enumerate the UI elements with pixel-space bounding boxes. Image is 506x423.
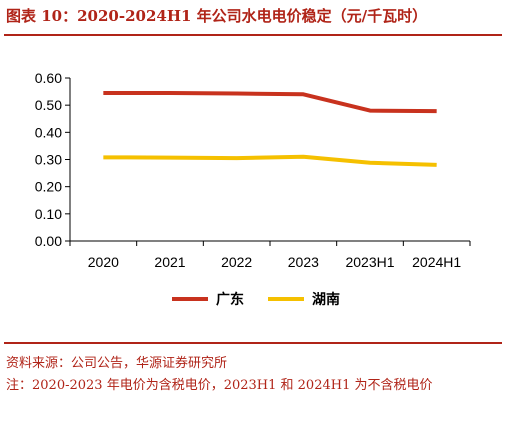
footer-rule (4, 342, 502, 344)
y-tick-label: 0.10 (35, 206, 62, 222)
legend-label: 湖南 (312, 291, 340, 308)
y-tick-label: 0.60 (35, 70, 62, 86)
y-tick-label: 0.20 (35, 179, 62, 195)
y-tick-label: 0.30 (35, 152, 62, 168)
series-line-2 (103, 154, 437, 167)
footnote: 注：2020-2023 年电价为含税电价，2023H1 和 2024H1 为不含… (6, 378, 433, 393)
y-tick-label: 0.40 (35, 124, 62, 140)
line-chart: 0.00 0.10 0.20 0.30 0.40 0.50 0.60 2020 2021 202… (35, 70, 471, 308)
x-tick-label: 2023 (288, 254, 319, 270)
series-line-1 (103, 90, 437, 114)
y-tick-label: 0.00 (35, 233, 62, 249)
x-tick-label: 2024H1 (412, 254, 461, 270)
x-tick-label: 2020 (88, 254, 119, 270)
chart-title: 图表 10：2020-2024H1 年公司水电电价稳定（元/千瓦时） (6, 7, 428, 25)
title-rule (4, 34, 502, 36)
legend-label: 广东 (216, 291, 244, 308)
x-tick-label: 2022 (221, 254, 252, 270)
x-tick-label: 2021 (154, 254, 185, 270)
x-tick-label: 2023H1 (345, 254, 394, 270)
source-note: 资料来源：公司公告，华源证券研究所 (6, 356, 228, 371)
y-tick-label: 0.50 (35, 97, 62, 113)
